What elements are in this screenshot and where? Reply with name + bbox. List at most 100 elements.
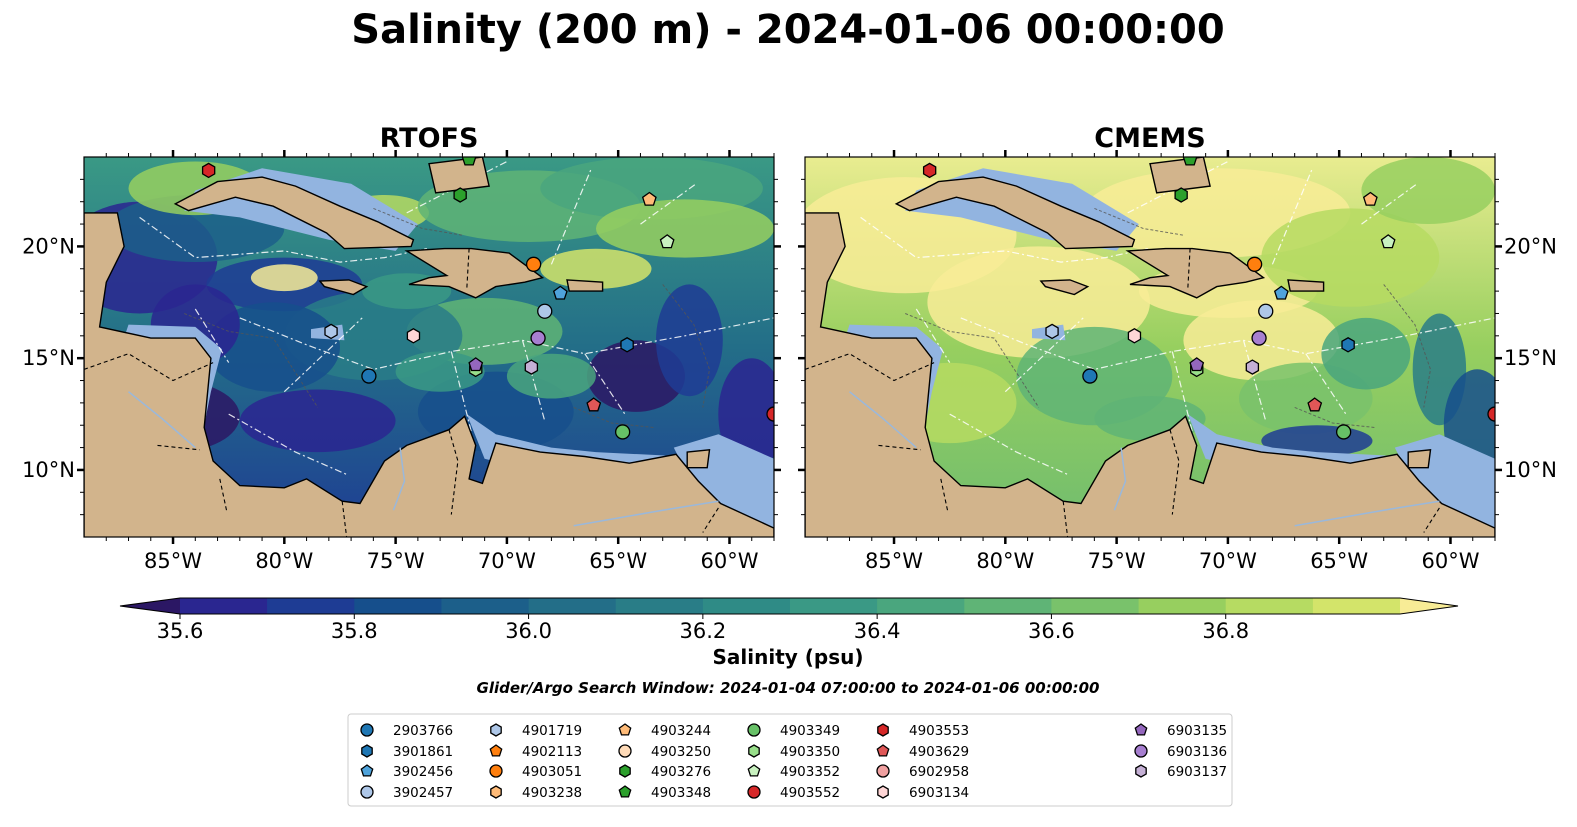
cmems-eez-boundary [949,413,1068,475]
cmems-depth-contour [905,313,1040,408]
legend-label-3902456: 3902456 [393,764,453,780]
rtofs-float-marker-4903276 [453,187,467,203]
cmems-land [1039,279,1090,296]
legend-marker-4903238 [490,785,502,799]
colorbar-tick-label: 36.8 [1202,619,1249,643]
cmems-float-marker-3901861 [1341,337,1355,353]
cmems-float-marker-4903244 [1362,191,1378,206]
cmems-float-marker-4903552 [1487,406,1495,422]
rtofs-depth-contour [184,313,319,408]
float-legend: 2903766 3901861 3902456 3902457 4901719 49021… [360,723,1227,801]
colorbar-tick-label: 35.8 [331,619,378,643]
cmems-xtick-label: 70°W [1199,549,1257,573]
cmems-panel-title: CMEMS [1094,123,1205,154]
colorbar-segment [180,598,268,614]
cmems-xtick-label: 75°W [1088,549,1146,573]
legend-label-6903136: 6903136 [1167,744,1227,760]
rtofs-map [84,157,774,537]
cmems-float-marker-4903051 [1246,256,1263,272]
rtofs-float-marker-4903348 [461,157,477,166]
rtofs-country-border [157,444,200,451]
cmems-eez-boundary [1305,353,1347,415]
rtofs-float-marker-2903766 [361,368,377,384]
legend-label-4903352: 4903352 [780,764,840,780]
rtofs-river [392,447,406,511]
legend-label-6903134: 6903134 [909,785,969,801]
rtofs-panel-title: RTOFS [380,123,479,154]
cmems-eez-boundary [1271,167,1314,265]
rtofs-eez-boundary [640,183,697,225]
colorbar-segment [877,598,965,614]
rtofs-eez-boundary [139,216,427,263]
legend-marker-4903352 [747,764,761,777]
cmems-panel: CMEMS 85°W 80°W 75°W 70°W 65°W 60°W 20°N 15°N 10… [798,123,1557,573]
colorbar-segment [1312,598,1401,614]
rtofs-eez-boundary [283,317,363,393]
rtofs-salinity-patch [596,199,774,258]
rtofs-float-marker-6903134 [406,328,421,344]
cmems-float-marker-6903136 [1251,330,1267,346]
cmems-river [849,391,917,449]
legend-label-4901719: 4901719 [522,723,582,739]
rtofs-country-border [219,478,228,511]
cmems-depth-contour [1383,284,1432,408]
rtofs-salinity-patch [395,351,485,392]
rtofs-land [84,212,774,537]
cmems-float-marker-4903553 [922,162,937,179]
cmems-country-border [940,478,949,511]
legend-label-4902113: 4902113 [522,744,582,760]
rtofs-float-marker-3902457 [537,303,553,319]
rtofs-eez-boundary [228,413,347,475]
rtofs-xtick-label: 65°W [589,549,647,573]
legend-marker-3902457 [360,785,374,799]
rtofs-eez-boundary [521,340,546,421]
rtofs-salinity-patch [239,389,396,453]
rtofs-float-marker-4903629 [586,397,602,412]
rtofs-eez-boundary [239,317,774,371]
rtofs-float-markers [201,157,774,440]
rtofs-land [686,449,711,469]
legend-marker-4903553 [877,723,889,737]
cmems-eez-boundary [1004,317,1084,393]
colorbar-segment [354,598,442,614]
cmems-country-border [878,444,921,451]
rtofs-eez-boundary [550,167,593,265]
legend-label-4903350: 4903350 [780,744,840,760]
colorbar-tick-label: 36.6 [1028,619,1075,643]
colorbar-label: Salinity (psu) [712,645,863,669]
legend-marker-4903629 [876,744,890,757]
rtofs-ytick-label: 20°N [22,234,75,258]
rtofs-float-marker-3901861 [620,337,634,353]
rtofs-xtick-label: 85°W [144,549,202,573]
legend-marker-6903137 [1135,764,1147,778]
colorbar-segment [964,598,1052,614]
legend-marker-4903350 [748,744,760,758]
cmems-land [1287,279,1325,292]
cmems-float-marker-3902457 [1258,303,1274,319]
cmems-eez-boundary [1171,351,1193,433]
rtofs-salinity-patch [206,302,340,392]
legend-label-4903250: 4903250 [651,744,711,760]
rtofs-country-border [341,501,348,537]
rtofs-float-marker-6903135 [468,357,484,372]
rtofs-float-marker-4903244 [641,191,657,206]
cmems-eez-boundary [1361,183,1418,225]
cmems-float-marker-6903137 [1245,359,1260,375]
rtofs-land [404,247,545,299]
cmems-salinity-patch [1321,317,1411,390]
rtofs-river [128,391,196,449]
legend-marker-4903349 [747,723,761,737]
legend-marker-4901719 [490,723,502,737]
legend-marker-6902958 [876,764,890,778]
rtofs-float-marker-6903136 [530,330,546,346]
cmems-map-frame [804,156,1496,538]
cmems-ytick-label: 15°N [1504,346,1557,370]
rtofs-country-border [702,507,719,533]
rtofs-salinity-patch [656,284,723,397]
cmems-eez-boundary [915,308,951,363]
legend-label-4903552: 4903552 [780,785,840,801]
cmems-float-markers [922,157,1495,440]
legend-label-3902457: 3902457 [393,785,453,801]
rtofs-xtick-label: 60°W [700,549,758,573]
legend-label-4903349: 4903349 [780,723,840,739]
